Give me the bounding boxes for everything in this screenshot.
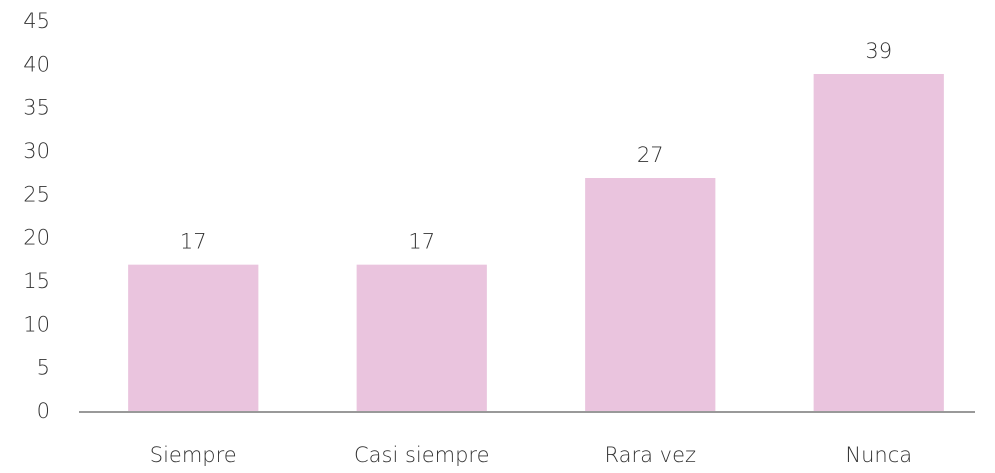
data-label: 27 [637, 143, 664, 167]
bar [813, 74, 944, 412]
y-tick-label: 5 [37, 356, 50, 380]
bar [585, 178, 716, 412]
y-tick-label: 45 [23, 9, 50, 33]
y-tick-label: 35 [23, 96, 50, 120]
y-tick-label: 25 [23, 182, 50, 206]
bar [356, 264, 487, 412]
y-tick-label: 20 [23, 226, 50, 250]
data-label: 17 [180, 230, 207, 254]
bar [128, 264, 259, 412]
y-tick-label: 30 [23, 139, 50, 163]
y-tick-label: 40 [23, 52, 50, 76]
y-tick-label: 10 [23, 312, 50, 336]
data-label: 39 [865, 39, 892, 63]
data-label: 17 [408, 230, 435, 254]
x-tick-label: Casi siempre [354, 443, 490, 467]
x-tick-label: Rara vez [604, 443, 696, 467]
x-tick-label: Siempre [150, 443, 237, 467]
y-tick-label: 15 [23, 269, 50, 293]
y-tick-label: 0 [37, 399, 50, 423]
x-tick-label: Nunca [845, 443, 912, 467]
